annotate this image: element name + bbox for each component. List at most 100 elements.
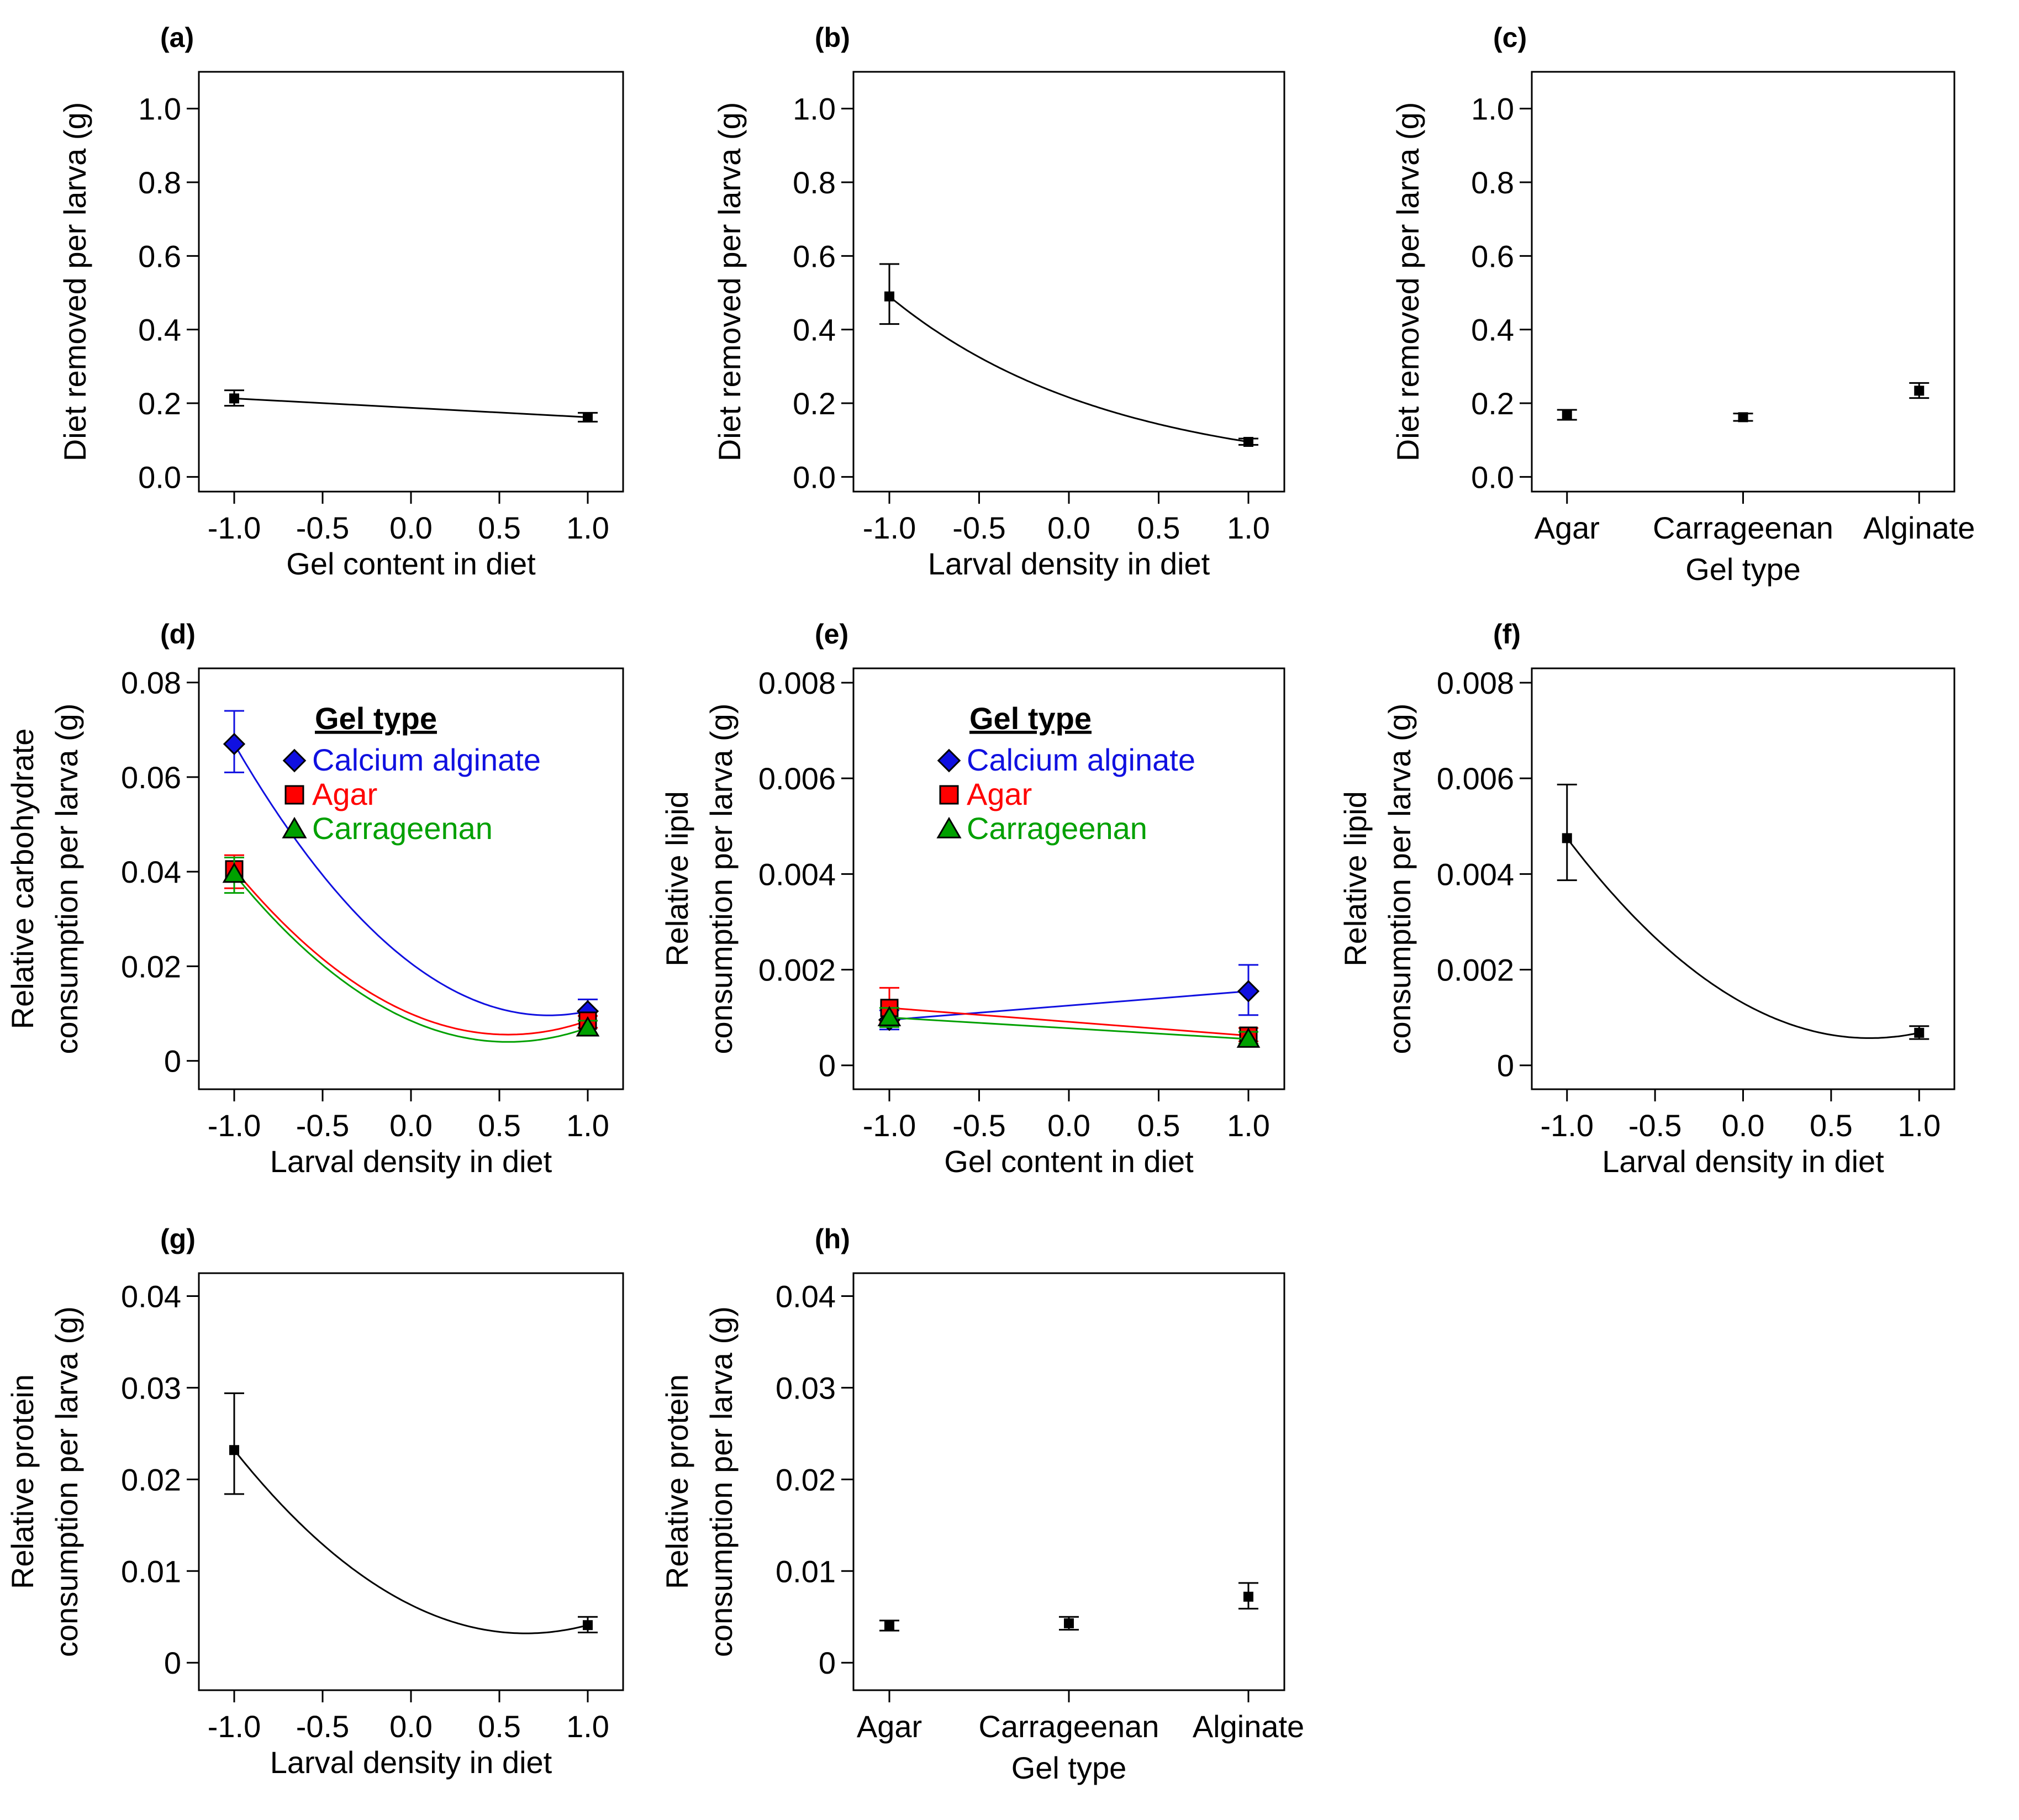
series-carrageenan — [222, 856, 600, 1043]
y-tick-label: 0.004 — [1437, 857, 1514, 891]
fit-curve — [233, 868, 588, 1036]
y-axis-label-line: Relative protein — [660, 1374, 694, 1589]
fit-line — [234, 397, 588, 418]
legend-marker — [936, 816, 962, 838]
y-tick-label: 1.0 — [793, 92, 836, 126]
series-0 — [879, 263, 1258, 447]
x-tick-label: -0.5 — [1628, 1108, 1682, 1143]
x-axis-label: Larval density in diet — [270, 1745, 552, 1780]
data-point — [583, 1620, 593, 1631]
x-tick-label: 0.5 — [1137, 1108, 1180, 1143]
data-point — [1562, 833, 1572, 843]
data-point — [877, 1006, 902, 1026]
y-tick-label: 0.8 — [138, 165, 181, 200]
y-axis-label: Diet removed per larva (g) — [57, 102, 92, 461]
data-point — [576, 1016, 600, 1037]
data-point — [229, 393, 239, 404]
series-0 — [879, 1582, 1258, 1632]
chart-panel-a: (a) -1.0 -0.5 0.0 0.5 1.0 0.0 0.2 0.4 0.6 0.8 1.0 Ge… — [57, 22, 624, 581]
legend-marker — [284, 785, 304, 805]
panel-label: (a) — [160, 22, 194, 53]
y-tick-label: 1.0 — [1471, 92, 1514, 126]
x-tick-label: -0.5 — [296, 1709, 350, 1744]
y-axis-label: Diet removed per larva (g) — [1390, 102, 1425, 461]
data-point — [229, 1445, 239, 1455]
x-tick-label: Alginate — [1863, 510, 1975, 545]
legend-marker — [937, 748, 961, 773]
series-carrageenan — [877, 1006, 1261, 1048]
data-point — [1738, 412, 1748, 423]
panel-label: (c) — [1493, 22, 1527, 53]
y-axis-label: Relative carbohydrate consumption per lar… — [5, 704, 84, 1054]
x-tick-label: -0.5 — [952, 1108, 1006, 1143]
series-agar — [224, 854, 598, 1036]
x-tick-label: Carrageenan — [979, 1709, 1159, 1744]
x-tick-label: -0.5 — [952, 510, 1006, 545]
x-tick-label: 0.0 — [1047, 1108, 1090, 1143]
y-axis-label-line: Diet removed per larva (g) — [57, 102, 92, 461]
legend-marker — [939, 785, 959, 805]
data-point — [884, 291, 894, 302]
chart-panel-h: (h) Agar Carrageenan Alginate 0 0.01 0.02 0.03 0… — [660, 1223, 1304, 1785]
legend-marker — [282, 748, 307, 773]
data-point — [222, 862, 246, 883]
x-tick-label: 1.0 — [1227, 510, 1270, 545]
x-tick-label: -0.5 — [296, 510, 350, 545]
x-tick-label: -1.0 — [208, 1108, 261, 1143]
data-point — [583, 412, 593, 423]
series-0 — [1557, 783, 1930, 1040]
legend-title: Gel type — [315, 701, 437, 736]
data-point — [223, 732, 246, 756]
x-axis-label: Larval density in diet — [1602, 1144, 1884, 1179]
y-tick-label: 0 — [819, 1645, 836, 1680]
chart-panel-c: (c) Agar Carrageenan Alginate 0.0 0.2 0.4 0.6 0.… — [1390, 22, 1975, 587]
panel-label: (b) — [815, 22, 850, 53]
y-tick-label: 0.04 — [776, 1279, 836, 1313]
x-axis-label: Larval density in diet — [928, 546, 1210, 581]
y-tick-label: 0.2 — [1471, 386, 1514, 421]
y-axis-label-line: Diet removed per larva (g) — [712, 102, 747, 461]
y-tick-label: 0.008 — [1437, 666, 1514, 700]
y-axis-label-line: consumption per larva (g) — [704, 704, 739, 1054]
x-tick-label: 0.0 — [1047, 510, 1090, 545]
y-tick-label: 0.008 — [758, 666, 836, 700]
y-tick-label: 0.02 — [121, 1462, 181, 1497]
y-tick-label: 0.4 — [1471, 313, 1514, 347]
x-tick-label: 0.0 — [389, 510, 433, 545]
error-bar — [1557, 783, 1577, 882]
x-tick-label: 0.5 — [1810, 1108, 1853, 1143]
y-axis-label-line: consumption per larva (g) — [1382, 704, 1417, 1054]
x-tick-label: 0.0 — [389, 1108, 433, 1143]
y-axis-label: Relative protein consumption per larva (g… — [5, 1306, 84, 1657]
panel-label: (e) — [815, 619, 848, 650]
series-0 — [224, 1392, 598, 1634]
x-axis-label: Gel content in diet — [944, 1144, 1194, 1179]
x-tick-label: 1.0 — [566, 510, 609, 545]
y-tick-label: 0.4 — [138, 313, 181, 347]
y-tick-label: 0.08 — [121, 666, 181, 700]
plot-frame — [198, 71, 624, 493]
data-point — [1236, 1027, 1261, 1048]
y-tick-label: 0.6 — [793, 239, 836, 273]
panel-label: (d) — [160, 619, 196, 650]
series-0 — [224, 389, 598, 423]
legend-label: Carrageenan — [967, 811, 1147, 846]
x-tick-label: 0.5 — [478, 1108, 521, 1143]
y-tick-label: 0.8 — [1471, 165, 1514, 200]
y-tick-label: 0.06 — [121, 760, 181, 795]
data-point — [1914, 1027, 1925, 1038]
y-axis-label: Relative lipid consumption per larva (g) — [660, 704, 739, 1054]
fit-line — [889, 1007, 1249, 1037]
y-axis-label-line: consumption per larva (g) — [49, 704, 84, 1054]
y-axis-label: Relative lipid consumption per larva (g) — [1338, 704, 1417, 1054]
y-axis-label-line: Relative carbohydrate — [5, 729, 40, 1030]
x-tick-label: 1.0 — [566, 1108, 609, 1143]
x-tick-label: Agar — [1535, 510, 1600, 545]
x-tick-label: Carrageenan — [1653, 510, 1833, 545]
fit-line — [889, 990, 1249, 1021]
data-point — [1243, 1591, 1253, 1602]
fit-curve — [233, 1449, 588, 1634]
